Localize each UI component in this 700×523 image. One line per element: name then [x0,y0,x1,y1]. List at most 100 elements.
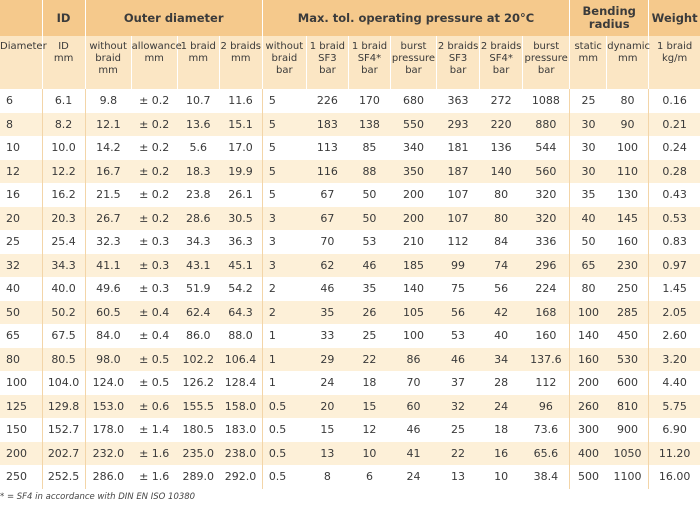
column-name: 1 braid SF3 [309,41,346,64]
table-cell: 286.0 [84,465,132,489]
column-header: 1 braid SF4* bar [347,36,391,89]
table-cell: 53 [436,324,480,348]
table-cell: 15.1 [219,112,263,136]
table-cell: 158.0 [219,394,263,418]
table-cell: 88.0 [219,324,263,348]
table-cell: 29 [306,347,349,371]
group-header: Bending radius [569,0,649,36]
group-header: ID [41,0,86,36]
table-cell: 70 [306,230,349,254]
table-cell: 2 [261,300,307,324]
table-cell: 350 [390,159,437,183]
table-cell: 1 [261,324,307,348]
table-cell: 22 [348,347,391,371]
table-cell: 86.0 [177,324,220,348]
table-row: 20 20.3 26.7 ± 0.2 28.6 30.5 3 67 50 200 107 80 320 4… [0,206,700,230]
table-cell: 46 [348,253,391,277]
table-cell: 32.3 [84,230,132,254]
table-cell: 160 [606,230,649,254]
table-cell: 46 [436,347,480,371]
table-cell: ± 0.5 [131,371,178,395]
column-header: ID mm [41,36,86,89]
table-cell: 0.5 [261,441,307,465]
table-cell: 84.0 [84,324,132,348]
table-cell: 1100 [606,465,649,489]
table-cell: 60.5 [84,300,132,324]
table-cell: 0.21 [648,112,700,136]
table-row: 100 104.0 124.0 ± 0.5 126.2 128.4 1 24 18 70 37 28 1… [0,371,700,395]
table-cell: 110 [606,159,649,183]
column-header: 2 braids mm [218,36,263,89]
table-cell: 80 [569,277,607,301]
table-cell: 25 [436,418,480,442]
table-cell: 80 [606,89,649,113]
table-cell: 250 [606,277,649,301]
table-body: 6 6.1 9.8 ± 0.2 10.7 11.6 5 226 170 680 363 272 1088… [0,89,700,489]
table-cell: 51.9 [177,277,220,301]
table-cell: 544 [522,136,570,160]
table-cell: 100 [569,300,607,324]
table-cell: 70 [390,371,437,395]
table-cell: 113 [306,136,349,160]
table-cell: ± 0.2 [131,136,178,160]
table-cell: 3 [261,253,307,277]
table-cell: 30.5 [219,206,263,230]
table-row: 50 50.2 60.5 ± 0.4 62.4 64.3 2 35 26 105 56 42 168 10… [0,300,700,324]
table-cell: 50 [0,300,43,324]
table-cell: 30 [569,112,607,136]
table-cell: 49.6 [84,277,132,301]
table-cell: 0.43 [648,183,700,207]
table-cell: ± 1.6 [131,465,178,489]
table-cell: 260 [569,394,607,418]
table-cell: 45.1 [219,253,263,277]
table-cell: 65 [569,253,607,277]
table-cell: 19.9 [219,159,263,183]
table-cell: 230 [606,253,649,277]
table-cell: 235.0 [177,441,220,465]
table-cell: 880 [522,112,570,136]
table-row: 250 252.5 286.0 ± 1.6 289.0 292.0 0.5 8 6 24 13 10 3… [0,465,700,489]
table-cell: 33 [306,324,349,348]
group-header: Weight [648,0,700,36]
table-cell: 6.1 [41,89,86,113]
table-cell: 26 [348,300,391,324]
table-cell: 136 [479,136,523,160]
table-cell: 56 [479,277,523,301]
table-cell: 24 [306,371,349,395]
table-cell: 320 [522,206,570,230]
column-unit: mm [231,53,251,64]
column-unit: bar [361,65,378,76]
table-cell: 6 [0,89,43,113]
table-cell: 1 [261,371,307,395]
column-unit: bar [276,65,293,76]
table-cell: 16.2 [41,183,86,207]
table-cell: 560 [522,159,570,183]
table-cell: 100 [0,371,43,395]
table-cell: 16 [479,441,523,465]
table-cell: 18 [479,418,523,442]
table-cell: ± 0.2 [131,112,178,136]
table-cell: 65 [0,324,43,348]
table-cell: 34.3 [177,230,220,254]
table-row: 125 129.8 153.0 ± 0.6 155.5 158.0 0.5 20 15 60 32 2… [0,394,700,418]
column-header-row: Diameter ID mm without braid mm allowance mm 1 … [0,36,700,89]
table-cell: 530 [606,347,649,371]
table-cell: 0.83 [648,230,700,254]
table-cell: 185 [390,253,437,277]
table-row: 200 202.7 232.0 ± 1.6 235.0 238.0 0.5 13 10 41 22 1… [0,441,700,465]
table-cell: 80 [479,206,523,230]
table-cell: 220 [479,112,523,136]
table-cell: 30 [569,136,607,160]
column-name: ID [58,41,69,52]
column-unit: mm [618,53,638,64]
table-cell: 35 [348,277,391,301]
table-cell: 160 [569,347,607,371]
table-cell: 26.7 [84,206,132,230]
table-cell: 272 [479,89,523,113]
table-cell: 50 [569,230,607,254]
table-cell: 5 [261,183,307,207]
column-name: dynamic [607,41,650,52]
table-cell: 202.7 [41,441,86,465]
column-header: 2 braids SF4* bar [479,36,523,89]
table-cell: 46 [306,277,349,301]
